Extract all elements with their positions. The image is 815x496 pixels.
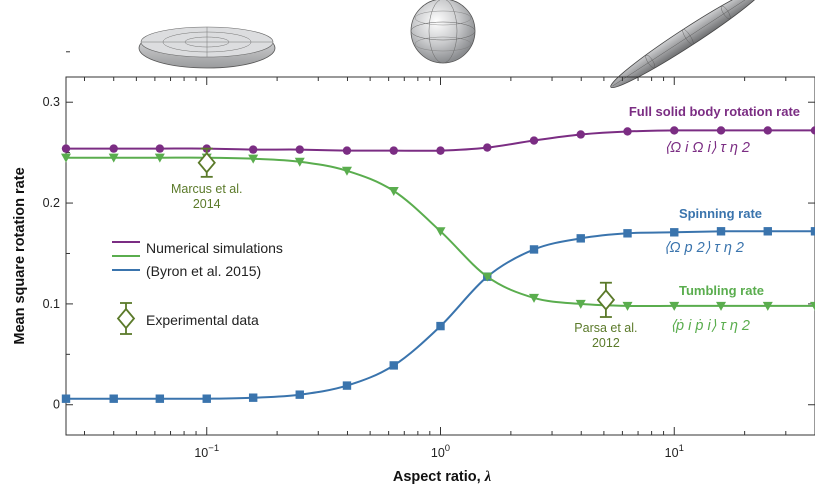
data-point-tumble (716, 301, 727, 311)
data-point-spin (436, 321, 445, 331)
x-tick-base: 10 (194, 446, 208, 460)
series-expression-full: ⟨Ω i Ω i⟩ τ η 2 (664, 140, 750, 156)
data-point-full (483, 143, 492, 152)
data-point-tumble (435, 227, 446, 237)
data-point-spin (295, 390, 304, 399)
data-point-tumble (482, 272, 493, 282)
data-point-full (810, 126, 815, 135)
series-expression-spin: ⟨Ω p 2⟩ τ η 2 (664, 240, 744, 256)
data-point-tumble (622, 301, 633, 311)
series-label-tumble: Tumbling rate (679, 283, 764, 298)
y-axis-label: Mean square rotation rate (12, 167, 28, 344)
experimental-label: Marcus et al. (171, 182, 243, 196)
x-axis-label: Aspect ratio, λ (393, 469, 492, 485)
experimental-marker (197, 151, 216, 174)
y-tick-label: 0.1 (43, 297, 60, 311)
legend: Numerical simulations (Byron et al. 2015… (112, 240, 283, 335)
x-tick-label: 101 (665, 443, 684, 460)
data-point-spin (248, 393, 258, 402)
x-tick-labels: 10−1 100 101 (194, 443, 683, 460)
axis-ticks (66, 51, 815, 435)
data-point-spin (202, 394, 211, 403)
oblate-spheroid-illustration (138, 26, 276, 69)
data-point-spin (576, 234, 585, 243)
y-tick-label: 0 (53, 398, 60, 412)
experimental-label: Parsa et al. (574, 321, 637, 335)
data-point-spin (670, 228, 679, 237)
series-label-full: Full solid body rotation rate (629, 104, 800, 119)
data-point-full (716, 126, 726, 135)
data-point-spin (61, 394, 71, 403)
data-point-full (342, 146, 352, 155)
experimental-label: 2012 (592, 336, 620, 350)
data-point-spin (763, 227, 772, 236)
experimental-layer: Marcus et al.2014 Parsa et al.2012 (171, 147, 638, 350)
data-point-tumble (669, 301, 680, 311)
data-point-spin (529, 245, 539, 254)
data-point-full (61, 144, 71, 153)
data-point-tumble (294, 157, 305, 167)
y-tick-labels: 0 0.1 0.2 0.3 (43, 95, 60, 412)
data-point-full (763, 126, 772, 135)
legend-experimental-marker (116, 302, 136, 335)
data-point-spin (389, 361, 398, 370)
x-tick-label: 100 (431, 443, 450, 460)
x-tick-exponent: 0 (445, 443, 450, 454)
data-point-tumble (575, 299, 586, 309)
experimental-point: Marcus et al.2014 (171, 147, 243, 211)
data-point-tumble (154, 153, 165, 163)
x-tick-base: 10 (431, 446, 445, 460)
data-point-spin (623, 229, 632, 238)
data-point-full (389, 146, 398, 155)
x-tick-exponent: −1 (208, 443, 219, 454)
data-point-full (155, 144, 165, 153)
data-point-full (529, 136, 539, 145)
x-tick-base: 10 (665, 446, 679, 460)
series-label-spin: Spinning rate (679, 206, 762, 221)
x-axis-label-text: Aspect ratio, (393, 469, 481, 485)
experimental-marker (596, 288, 616, 311)
data-point-spin (155, 394, 165, 403)
experimental-label: 2014 (193, 197, 221, 211)
data-point-spin (342, 381, 352, 390)
data-point-spin (109, 394, 118, 403)
series-tumble (61, 153, 815, 311)
experimental-point: Parsa et al.2012 (574, 281, 638, 350)
data-point-tumble (388, 186, 399, 196)
sphere-illustration (410, 0, 476, 64)
data-point-spin (810, 227, 815, 236)
data-point-full (436, 146, 445, 155)
data-point-full (248, 145, 258, 154)
x-axis-label-symbol: λ (484, 469, 492, 485)
series-expression-tumble: ⟨ṗ i ṗ i⟩ τ η 2 (670, 318, 750, 334)
data-point-full (295, 145, 304, 154)
legend-label-experimental: Experimental data (146, 312, 259, 328)
series-full (61, 126, 815, 155)
data-point-tumble (762, 301, 773, 311)
legend-label-citation: (Byron et al. 2015) (146, 263, 261, 279)
data-point-tumble (529, 293, 540, 303)
x-tick-label: 10−1 (194, 443, 219, 460)
data-point-full (623, 127, 632, 136)
x-tick-exponent: 1 (679, 443, 684, 454)
data-point-tumble (341, 166, 352, 176)
data-point-full (670, 126, 679, 135)
legend-label-simulations: Numerical simulations (146, 240, 283, 256)
data-point-full (576, 130, 585, 139)
y-tick-label: 0.2 (43, 196, 60, 210)
prolate-spheroid-illustration (610, 0, 766, 89)
y-tick-label: 0.3 (43, 95, 60, 109)
data-point-tumble (108, 153, 119, 163)
data-point-tumble (248, 154, 259, 164)
series-layer: Full solid body rotation rate ⟨Ω i Ω i⟩ τ… (61, 104, 815, 403)
data-point-tumble (61, 153, 71, 163)
data-point-full (109, 144, 118, 153)
data-point-tumble (810, 301, 815, 311)
data-point-spin (716, 227, 726, 236)
